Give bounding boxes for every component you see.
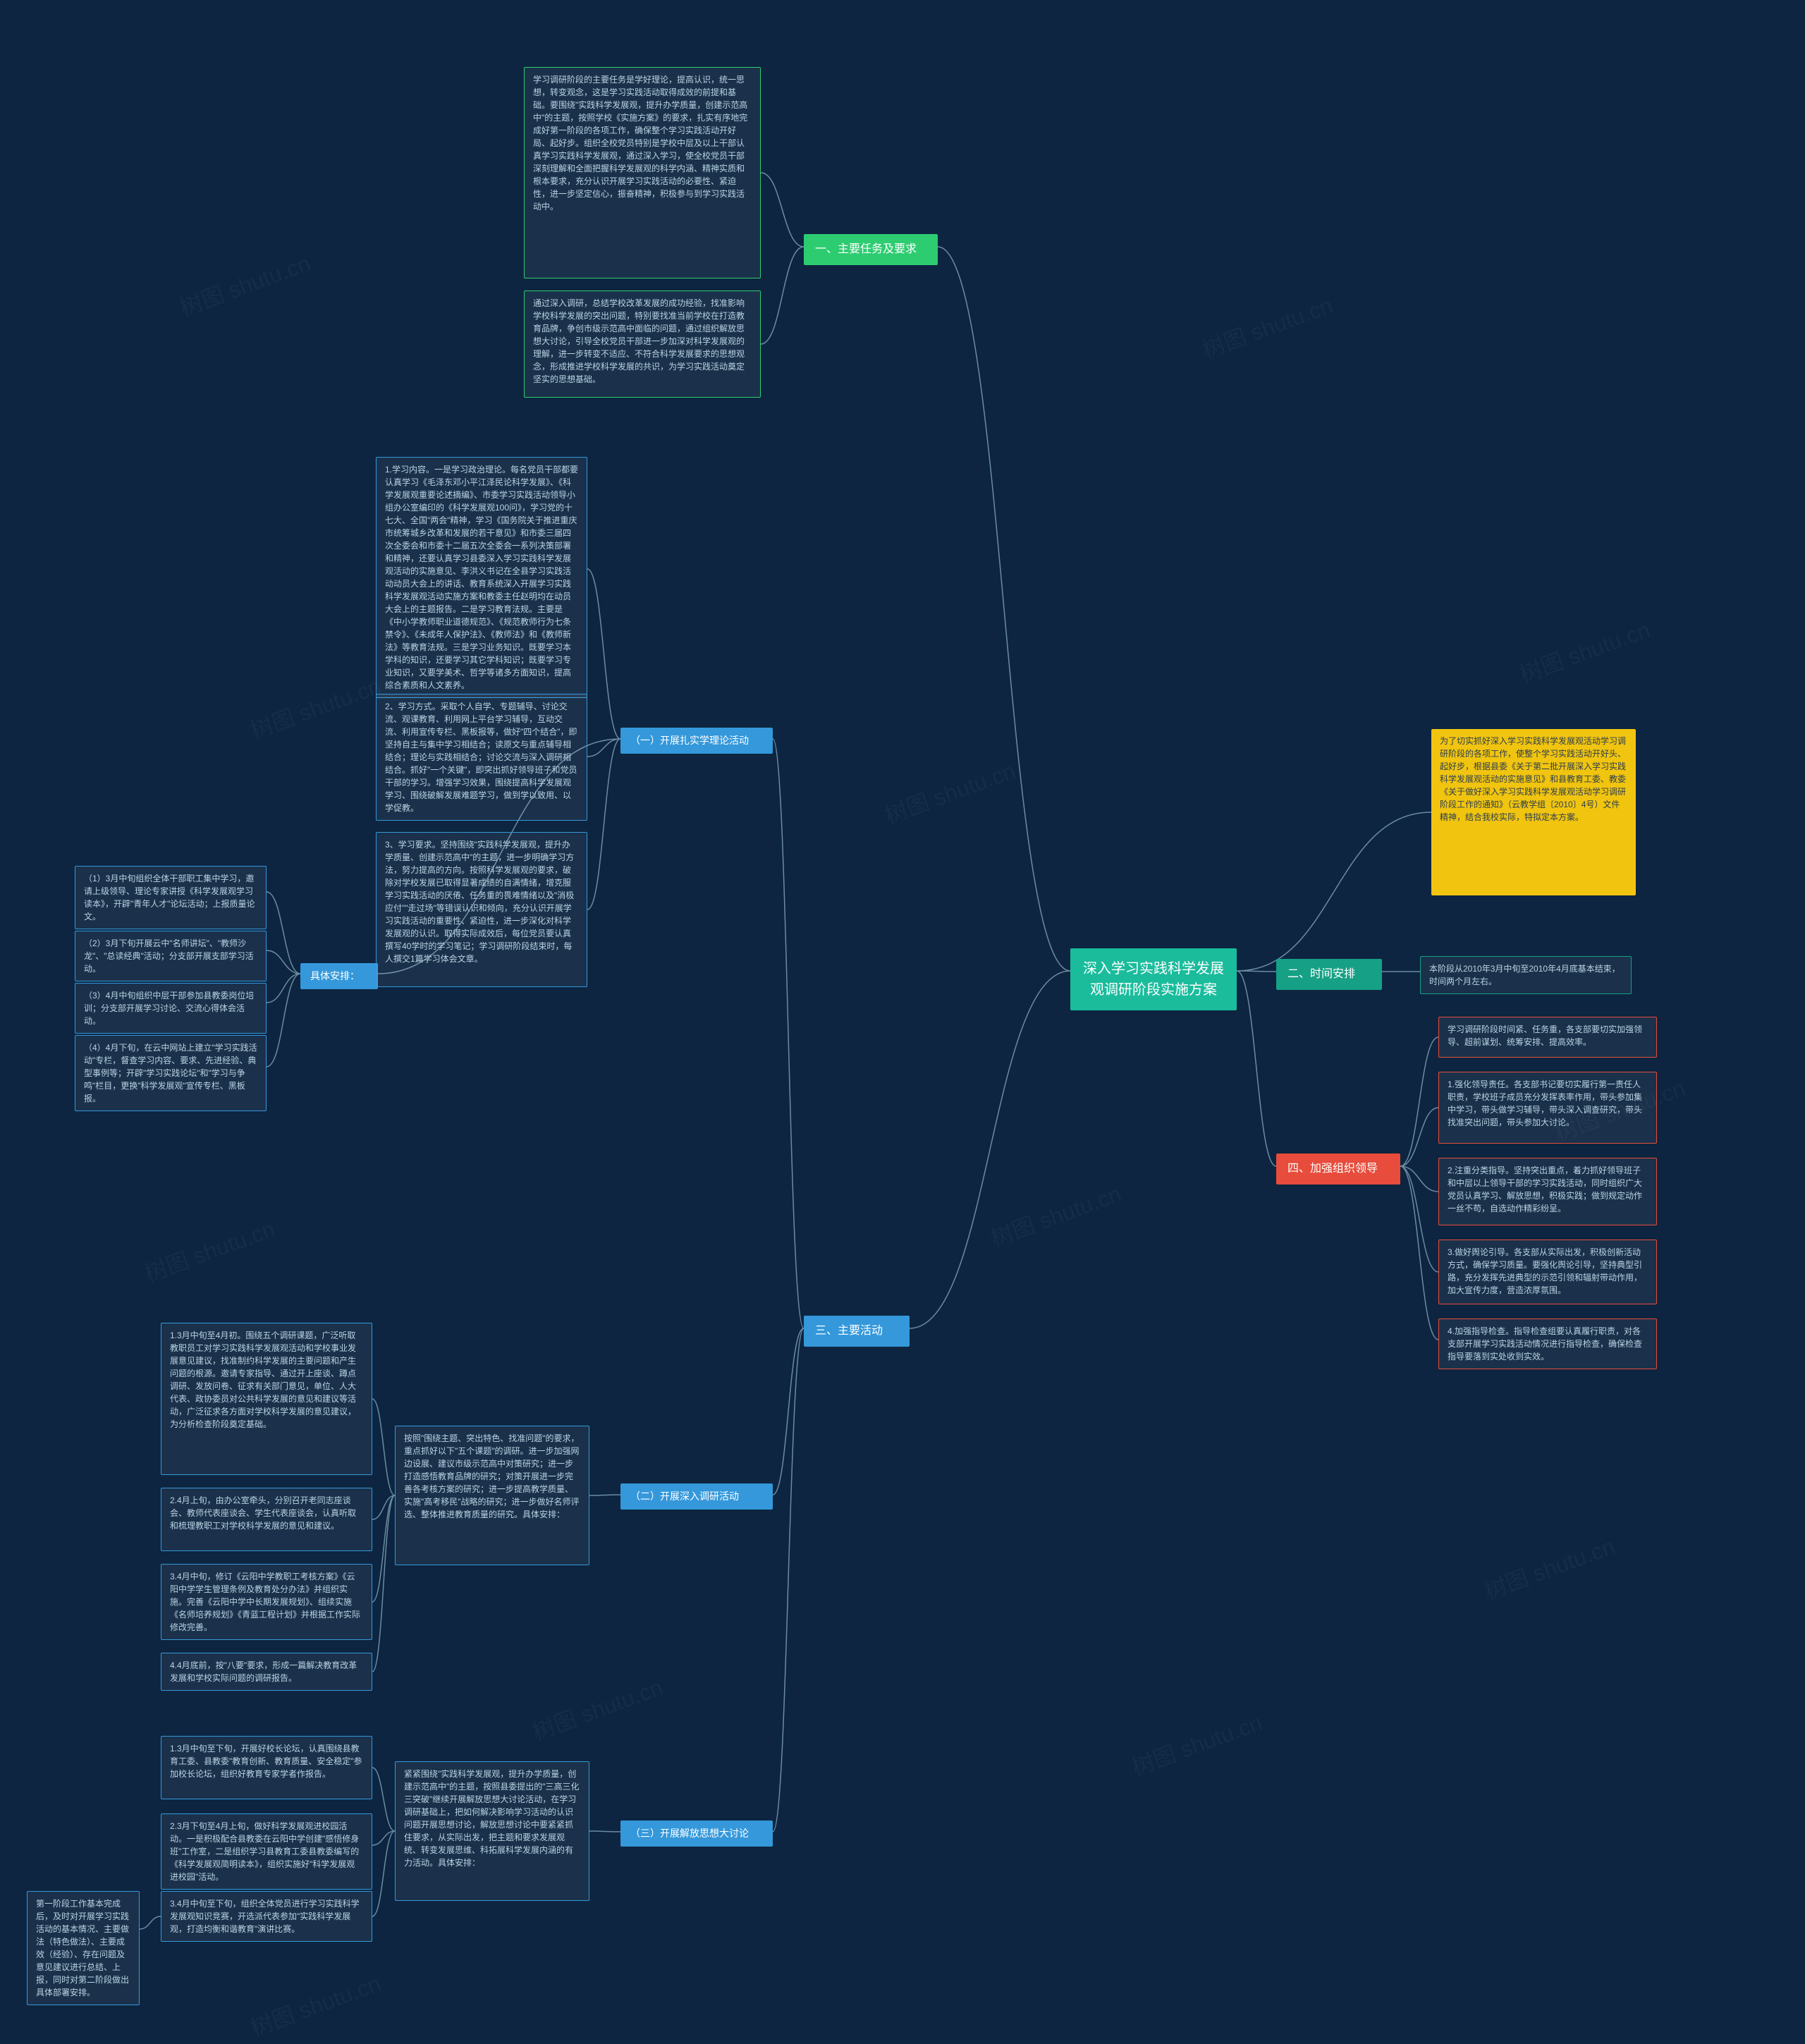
- connector: [372, 1831, 395, 1916]
- L_s32_4: 4.4月底前，按"八要"要求，形成一篇解决教育改革发展和学校实际问题的调研报告。: [161, 1653, 372, 1691]
- s32[interactable]: （二）开展深入调研活动: [620, 1483, 773, 1510]
- watermark: 树图 shutu.cn: [1127, 1705, 1266, 1782]
- s31s[interactable]: 具体安排：: [300, 963, 378, 989]
- b4[interactable]: 四、加强组织领导: [1276, 1153, 1400, 1185]
- L_b1_1: 学习调研阶段的主要任务是学好理论，提高认识，统一思想，转变观念，这是学习实践活动…: [524, 67, 761, 279]
- connector: [1400, 1166, 1438, 1272]
- connector: [372, 1495, 395, 1672]
- L_s33_3: 3.4月中旬至下旬，组织全体党员进行学习实践科学发展观知识竞赛，开选派代表参加"…: [161, 1891, 372, 1942]
- connector: [1400, 1166, 1438, 1340]
- connector: [1400, 1108, 1438, 1166]
- L_s33_2: 2.3月下旬至4月上旬，做好科学发展观进校园活动。一是积极配合县教委在云阳中学创…: [161, 1813, 372, 1890]
- watermark: 树图 shutu.cn: [880, 753, 1020, 831]
- connector: [761, 247, 804, 344]
- watermark: 树图 shutu.cn: [1515, 612, 1654, 690]
- L_s32_3: 3.4月中旬，修订《云阳中学教职工考核方案》《云阳中学学生管理条例及教育处分办法…: [161, 1564, 372, 1640]
- L_s33_0: 紧紧围绕"实践科学发展观，提升办学质量，创建示范高中"的主题，按照县委提出的"三…: [395, 1761, 589, 1901]
- L_sp_2: （2）3月下旬开展云中"名师讲坛"、"教师沙龙"、"总读经典"活动；分支部开展支…: [75, 931, 267, 981]
- connector: [587, 569, 620, 739]
- connector: [773, 739, 804, 1328]
- connector: [372, 1768, 395, 1831]
- L_s32_0: 按照"围绕主题、突出特色、找准问题"的要求，重点抓好以下"五个课题"的调研。进一…: [395, 1426, 589, 1565]
- connector: [1237, 971, 1276, 972]
- connector: [773, 1328, 804, 1832]
- connector: [372, 1495, 395, 1602]
- connector: [267, 892, 300, 974]
- b3[interactable]: 三、主要活动: [804, 1316, 910, 1347]
- connector: [587, 739, 620, 757]
- connector: [372, 1495, 395, 1519]
- connector: [140, 1916, 161, 1929]
- L_b4_1: 1.强化领导责任。各支部书记要切实履行第一责任人职责，学校班子成员充分发挥表率作…: [1438, 1072, 1657, 1144]
- L_s33_1: 1.3月中旬至下旬，开展好校长论坛，认真围绕县教育工委、县教委"教育创新、教育质…: [161, 1736, 372, 1799]
- connector: [773, 1328, 804, 1495]
- connector: [1237, 971, 1276, 1166]
- watermark: 树图 shutu.cn: [245, 668, 385, 746]
- connector: [589, 1831, 620, 1832]
- s33[interactable]: （三）开展解放思想大讨论: [620, 1820, 773, 1847]
- L_b4_3: 3.做好舆论引导。各支部从实际出发，积极创新活动方式，确保学习质量。要强化舆论引…: [1438, 1240, 1657, 1304]
- watermark: 树图 shutu.cn: [527, 1670, 667, 1747]
- L_s31_3: 3、学习要求。坚持围绕"实践科学发展观，提升办学质量、创建示范高中"的主题，进一…: [376, 832, 587, 987]
- watermark: 树图 shutu.cn: [140, 1211, 279, 1289]
- L_s31_2: 2、学习方式。采取个人自学、专题辅导、讨论交流、观课教育、利用网上平台学习辅导，…: [376, 694, 587, 821]
- L_yellow: 为了切实抓好深入学习实践科学发展观活动学习调研阶段的各项工作，使整个学习实践活动…: [1431, 729, 1636, 895]
- connector: [587, 739, 620, 910]
- connector: [267, 950, 300, 974]
- b2[interactable]: 二、时间安排: [1276, 959, 1382, 990]
- connector: [910, 971, 1070, 1328]
- b1[interactable]: 一、主要任务及要求: [804, 234, 938, 265]
- L_b1_2: 通过深入调研，总结学校改革发展的成功经验，找准影响学校科学发展的突出问题，特别要…: [524, 290, 761, 398]
- watermark: 树图 shutu.cn: [1479, 1529, 1619, 1606]
- connector: [1237, 812, 1431, 971]
- connector: [267, 974, 300, 1067]
- connector: [267, 974, 300, 1003]
- watermark: 树图 shutu.cn: [245, 1966, 385, 2043]
- L_b4_2: 2.注重分类指导。坚持突出重点，着力抓好领导班子和中层以上领导干部的学习实践活动…: [1438, 1158, 1657, 1225]
- L_sp_1: （1）3月中旬组织全体干部职工集中学习，邀请上级领导、理论专家讲授《科学发展观学…: [75, 866, 267, 929]
- connector: [761, 173, 804, 247]
- L_b4_4: 4.加强指导检查。指导检查组要认真履行职责，对各支部开展学习实践活动情况进行指导…: [1438, 1318, 1657, 1369]
- root-node[interactable]: 深入学习实践科学发展观调研阶段实施方案: [1070, 948, 1237, 1010]
- L_s32_1: 1.3月中旬至4月初。围绕五个调研课题，广泛听取教职员工对学习实践科学发展观活动…: [161, 1323, 372, 1475]
- connector: [1400, 1166, 1438, 1192]
- L_b2_1: 本阶段从2010年3月中旬至2010年4月底基本结束，时间两个月左右。: [1420, 956, 1632, 994]
- L_s32_2: 2.4月上旬，由办公室牵头，分别召开老同志座谈会、教师代表座谈会、学生代表座谈会…: [161, 1488, 372, 1551]
- s31[interactable]: （一）开展扎实学理论活动: [620, 728, 773, 754]
- watermark: 树图 shutu.cn: [175, 245, 314, 323]
- L_b4_0: 学习调研阶段时间紧、任务重，各支部要切实加强领导、超前谋划、统筹安排、提高效率。: [1438, 1017, 1657, 1058]
- connector: [938, 247, 1070, 971]
- connector: [372, 1399, 395, 1495]
- connector: [372, 1831, 395, 1845]
- L_sp_4: （4）4月下旬，在云中网站上建立"学习实践活动"专栏，督查学习内容、要求、先进经…: [75, 1035, 267, 1111]
- L_s33_ext: 第一阶段工作基本完成后，及时对开展学习实践活动的基本情况、主要做法（特色做法）、…: [27, 1891, 140, 2005]
- L_sp_3: （3）4月中旬组织中层干部参加县教委岗位培训；分支部开展学习讨论、交流心得体会活…: [75, 983, 267, 1034]
- connector: [1400, 1037, 1438, 1166]
- L_s31_1: 1.学习内容。一是学习政治理论。每名党员干部都要认真学习《毛泽东邓小平江泽民论科…: [376, 457, 587, 698]
- watermark: 树图 shutu.cn: [1197, 288, 1337, 365]
- watermark: 树图 shutu.cn: [986, 1176, 1125, 1254]
